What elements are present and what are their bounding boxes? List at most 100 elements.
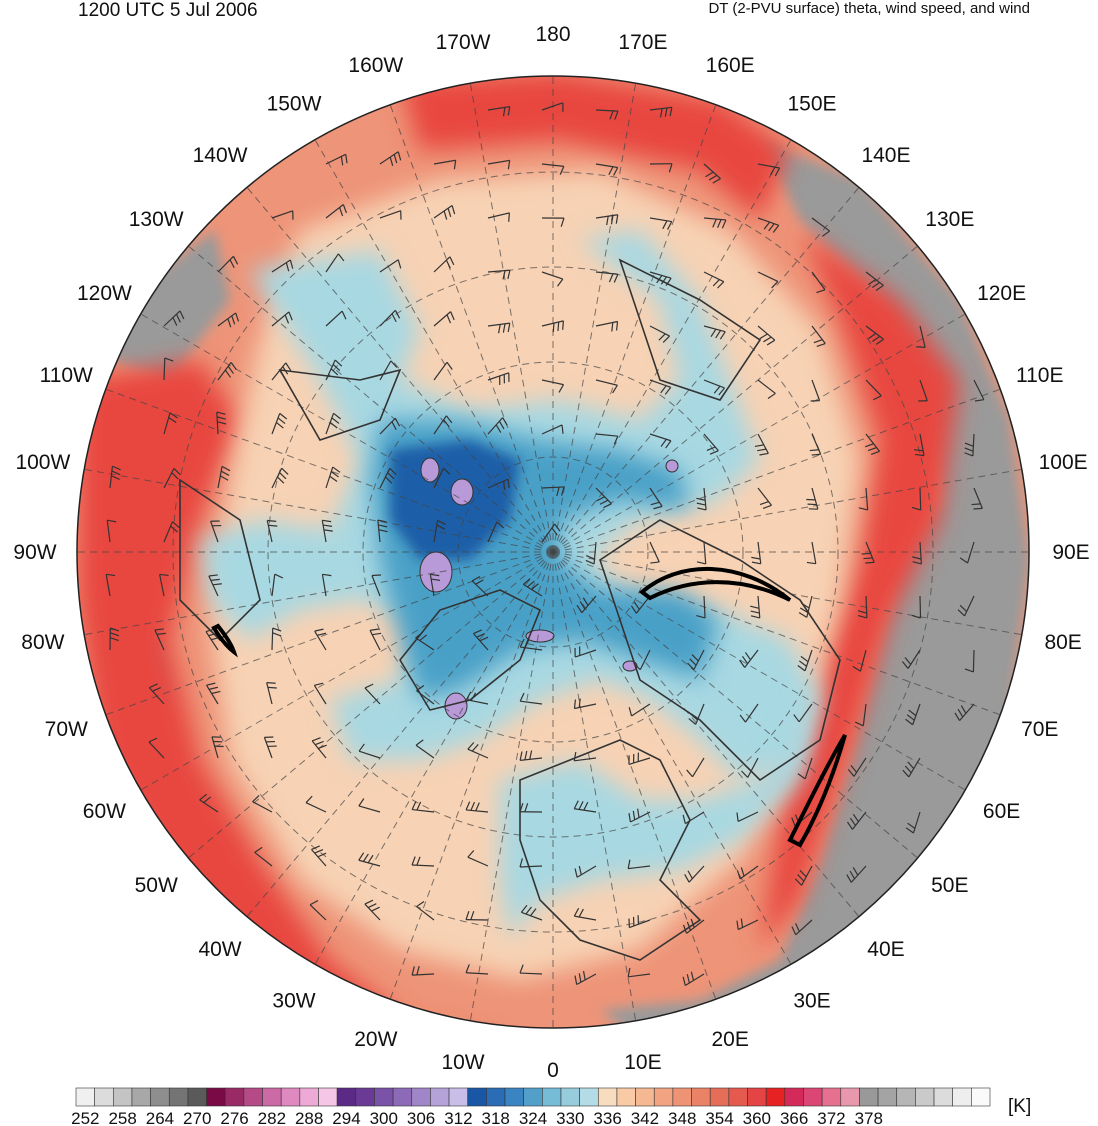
meridian-line — [469, 83, 554, 553]
wind-barb — [854, 703, 867, 727]
colorbar-swatch — [411, 1087, 431, 1107]
wind-barb — [811, 271, 826, 294]
wind-barb — [739, 649, 759, 668]
colorbar-swatch — [896, 1087, 916, 1107]
wind-barb — [806, 541, 817, 565]
wind-barb — [313, 682, 327, 705]
wind-barb — [649, 433, 672, 449]
colorbar-swatch — [560, 1087, 580, 1107]
colorbar-tick-label: 282 — [258, 1109, 286, 1126]
colorbar-swatch — [915, 1087, 935, 1107]
meridian-line — [552, 551, 918, 859]
wind-barb — [109, 465, 121, 489]
wind-barb — [852, 649, 867, 672]
wind-barb — [148, 683, 165, 705]
wind-barb — [429, 573, 441, 597]
longitude-label: 90E — [1052, 541, 1089, 564]
wind-barb — [649, 487, 663, 510]
wind-barb — [797, 757, 813, 780]
wind-barb — [703, 325, 726, 340]
colorbar-unit: [K] — [1008, 1096, 1031, 1117]
colorbar-tick-label: 348 — [668, 1109, 696, 1126]
longitude-label: 70E — [1021, 718, 1058, 741]
wind-barb — [305, 795, 327, 813]
wind-barb — [649, 541, 660, 564]
wind-barb — [627, 859, 651, 870]
wind-barb — [487, 159, 511, 170]
meridian-line — [314, 551, 554, 965]
wind-barb — [416, 900, 435, 921]
meridian-line — [552, 468, 1022, 553]
wind-barb — [630, 595, 651, 614]
parallel-circle — [362, 361, 744, 743]
longitude-label: 90W — [13, 541, 56, 564]
wind-barb — [798, 595, 813, 618]
wind-barb — [696, 487, 707, 511]
wind-barb — [649, 106, 673, 118]
colorbar-swatch — [784, 1087, 804, 1107]
meridian-line — [246, 187, 554, 553]
wind-barb — [377, 519, 388, 543]
wind-barb — [163, 357, 174, 381]
wind-barb — [736, 865, 759, 880]
wind-barb — [703, 163, 721, 184]
wind-barb — [757, 325, 776, 346]
jet-contour — [787, 733, 847, 848]
colorbar-tick-label: 264 — [146, 1109, 174, 1126]
longitude-label: 10E — [624, 1051, 661, 1074]
colorbar-swatch — [224, 1087, 245, 1107]
longitude-label: 120E — [977, 282, 1026, 305]
wind-barb — [757, 379, 776, 400]
wind-barb — [914, 433, 925, 457]
wind-barb — [649, 217, 673, 230]
colorbar-tick-label: 360 — [743, 1109, 771, 1126]
wind-barb — [364, 683, 381, 705]
wind-barb — [465, 910, 489, 921]
wind-barb — [467, 850, 489, 867]
parallel-circle — [172, 171, 934, 933]
wind-barb — [411, 856, 435, 867]
wind-barb — [809, 433, 822, 456]
wind-barb — [379, 309, 401, 327]
colorbar-swatch — [840, 1087, 860, 1107]
wind-barb — [325, 466, 341, 489]
wind-barb — [595, 379, 618, 394]
colorbar-swatch — [709, 1087, 730, 1107]
wind-barb — [971, 487, 983, 510]
wind-barb — [751, 541, 762, 565]
longitude-label: 160E — [706, 54, 755, 77]
wind-barb — [954, 703, 975, 722]
meridian-line — [552, 551, 637, 1021]
wind-barb — [847, 757, 867, 777]
meridian-line — [552, 551, 1022, 636]
wind-barb — [471, 576, 489, 597]
wind-barb — [159, 573, 169, 597]
longitude-label: 0 — [547, 1059, 559, 1082]
wind-barb — [325, 412, 341, 435]
wind-barb — [217, 312, 240, 328]
wind-barb — [696, 541, 707, 565]
colorbar-tick-label: 294 — [332, 1109, 360, 1126]
wind-barb — [411, 966, 435, 976]
wind-barb — [911, 595, 922, 619]
meridian-line — [389, 551, 554, 1000]
wind-barb — [379, 360, 398, 381]
wind-barb — [865, 271, 884, 292]
longitude-label: 50E — [931, 874, 968, 897]
wind-barb — [857, 595, 868, 619]
wind-barb — [901, 649, 921, 669]
wind-barb — [416, 685, 435, 705]
wind-barb — [541, 523, 561, 543]
longitude-label: 40W — [198, 938, 241, 961]
meridian-line — [469, 551, 554, 1021]
wind-barb — [433, 256, 455, 273]
colorbar-tick-label: 366 — [780, 1109, 808, 1126]
cold-pool — [525, 629, 555, 643]
wind-barb — [325, 310, 347, 327]
meridian-line — [552, 388, 1001, 553]
meridian-line — [552, 83, 637, 553]
wind-barb — [163, 467, 181, 489]
wind-barb — [379, 259, 402, 273]
wind-barb — [433, 159, 457, 170]
colorbar-swatch — [653, 1087, 674, 1107]
